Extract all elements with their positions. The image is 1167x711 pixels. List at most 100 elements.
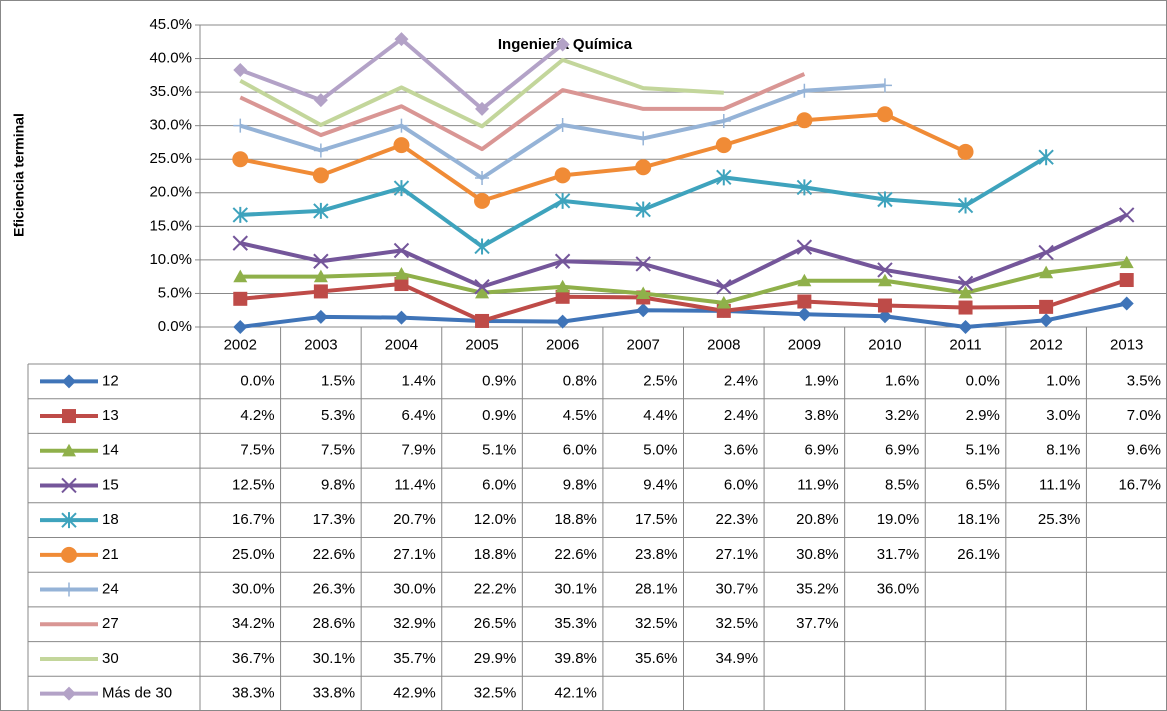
table-cell: 1.9% (804, 372, 838, 389)
marker (877, 273, 892, 287)
table-cell: 25.0% (232, 546, 275, 563)
marker-shape (1119, 207, 1135, 223)
marker-shape (635, 159, 652, 176)
marker-shape (474, 192, 491, 209)
marker (313, 143, 328, 158)
series-line (239, 72, 806, 152)
table-cell: 31.7% (877, 546, 920, 563)
table-cell: 9.8% (563, 476, 597, 493)
marker (233, 291, 248, 306)
table-cell: 35.6% (635, 650, 678, 667)
marker-shape (393, 242, 410, 259)
table-cell: 26.5% (474, 615, 517, 632)
table-cell: 11.9% (797, 476, 838, 493)
marker-shape (62, 686, 76, 701)
legend-label: 12 (102, 372, 119, 389)
table-cell: 26.1% (957, 546, 1000, 563)
table-cell: 25.3% (1038, 511, 1081, 528)
table-cell: 4.5% (563, 407, 597, 424)
table-cell: 1.0% (1046, 372, 1080, 389)
table-cell: 2.5% (643, 372, 677, 389)
marker-shape (62, 374, 76, 389)
table-cell: 32.5% (716, 615, 759, 632)
marker-shape (474, 238, 490, 255)
table-cell: 7.9% (402, 442, 436, 459)
y-tick-label: 15.0% (149, 217, 192, 234)
marker (635, 201, 651, 218)
marker (796, 179, 813, 196)
marker-shape (394, 32, 409, 47)
table-cell: 6.0% (563, 442, 597, 459)
marker (394, 32, 409, 47)
table-cell: 7.5% (240, 442, 274, 459)
marker-shape (312, 167, 329, 184)
marker (555, 279, 570, 293)
marker (475, 171, 490, 186)
marker-shape (1119, 273, 1134, 288)
table-cell: 11.1% (1039, 476, 1080, 493)
table-cell: 1.4% (402, 372, 436, 389)
table-cell: 30.0% (393, 581, 436, 598)
marker-shape (957, 275, 974, 292)
table-cell: 34.9% (716, 650, 759, 667)
x-tick-label: 2010 (868, 336, 901, 353)
table-cell: 33.8% (313, 685, 356, 702)
marker (554, 167, 571, 184)
marker (1119, 255, 1134, 269)
y-tick-label: 10.0% (149, 251, 192, 268)
table-cell: 2.4% (724, 372, 758, 389)
marker-shape (394, 310, 409, 325)
table-cell: 39.8% (554, 650, 597, 667)
marker (233, 269, 248, 283)
x-tick-label: 2005 (465, 336, 498, 353)
table-cell: 28.1% (635, 581, 678, 598)
marker (716, 279, 732, 295)
marker (313, 309, 328, 324)
y-tick-label: 30.0% (149, 117, 192, 134)
marker-shape (393, 137, 410, 154)
marker (635, 256, 651, 272)
marker (232, 151, 249, 168)
table-cell: 35.2% (796, 581, 839, 598)
marker-shape (555, 117, 570, 132)
y-tick-label: 5.0% (158, 284, 192, 301)
table-cell: 22.2% (474, 581, 517, 598)
marker-shape (475, 285, 490, 299)
marker (312, 167, 329, 184)
marker-shape (555, 314, 570, 329)
marker (62, 443, 76, 457)
marker-shape (62, 443, 76, 457)
marker (797, 307, 812, 322)
marker (474, 238, 490, 255)
marker-shape (635, 256, 651, 272)
table-cell: 34.2% (232, 615, 275, 632)
table-cell: 0.8% (563, 372, 597, 389)
marker (1119, 273, 1134, 288)
legend-label: 27 (102, 615, 119, 632)
marker-shape (475, 171, 490, 186)
marker (796, 239, 813, 255)
marker-shape (393, 180, 410, 197)
table-cell: 9.6% (1127, 442, 1161, 459)
x-tick-label: 2009 (788, 336, 821, 353)
marker-shape (797, 307, 812, 322)
table-cell: 6.9% (885, 442, 919, 459)
table-cell: 32.5% (635, 615, 678, 632)
legend-label: Más de 30 (102, 685, 172, 702)
marker-shape (554, 192, 571, 209)
table-cell: 32.9% (393, 615, 436, 632)
marker-shape (62, 582, 76, 597)
marker-shape (233, 269, 248, 283)
marker-shape (474, 279, 490, 295)
table-cell: 8.5% (885, 476, 919, 493)
table-cell: 30.0% (232, 581, 275, 598)
table-cell: 6.0% (482, 476, 516, 493)
marker (474, 192, 491, 209)
marker (636, 131, 651, 146)
table-cell: 30.8% (796, 546, 839, 563)
table-cell: 11.4% (394, 476, 435, 493)
legend-label: 21 (102, 546, 119, 563)
marker (62, 409, 76, 424)
table-cell: 36.0% (877, 581, 920, 598)
